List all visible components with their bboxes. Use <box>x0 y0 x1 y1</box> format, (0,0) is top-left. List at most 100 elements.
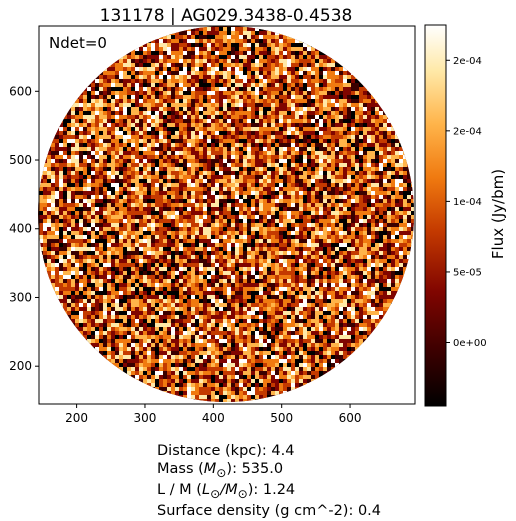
flux-pixel <box>271 207 275 211</box>
flux-pixel <box>391 195 395 199</box>
flux-pixel <box>119 267 123 271</box>
flux-pixel <box>243 119 247 123</box>
flux-pixel <box>367 195 371 199</box>
flux-pixel <box>55 179 59 183</box>
flux-pixel <box>215 163 219 167</box>
flux-pixel <box>303 255 307 259</box>
flux-pixel <box>103 115 107 119</box>
flux-pixel <box>287 123 291 127</box>
flux-pixel <box>163 247 167 251</box>
flux-pixel <box>59 159 63 163</box>
flux-pixel <box>187 219 191 223</box>
flux-pixel <box>179 139 183 143</box>
flux-pixel <box>199 71 203 75</box>
flux-pixel <box>67 243 71 247</box>
flux-pixel <box>263 155 267 159</box>
flux-pixel <box>83 239 87 243</box>
flux-pixel <box>123 119 127 123</box>
flux-pixel <box>175 167 179 171</box>
flux-pixel <box>151 71 155 75</box>
flux-pixel <box>243 267 247 271</box>
flux-pixel <box>275 159 279 163</box>
flux-pixel <box>283 139 287 143</box>
flux-pixel <box>235 223 239 227</box>
flux-pixel <box>367 191 371 195</box>
flux-pixel <box>159 231 163 235</box>
flux-pixel <box>123 207 127 211</box>
flux-pixel <box>271 195 275 199</box>
flux-pixel <box>323 211 327 215</box>
flux-pixel <box>207 179 211 183</box>
flux-pixel <box>143 147 147 151</box>
flux-pixel <box>131 211 135 215</box>
flux-pixel <box>111 123 115 127</box>
flux-pixel <box>151 39 155 43</box>
flux-pixel <box>55 223 59 227</box>
flux-pixel <box>67 171 71 175</box>
flux-pixel <box>275 199 279 203</box>
flux-pixel <box>283 71 287 75</box>
flux-pixel <box>151 75 155 79</box>
flux-pixel <box>211 143 215 147</box>
flux-pixel <box>259 243 263 247</box>
flux-pixel <box>235 215 239 219</box>
flux-pixel <box>383 223 387 227</box>
flux-pixel <box>95 203 99 207</box>
flux-pixel <box>243 111 247 115</box>
flux-pixel <box>383 195 387 199</box>
flux-pixel <box>235 31 239 35</box>
flux-pixel <box>47 223 51 227</box>
flux-pixel <box>327 143 331 147</box>
flux-pixel <box>211 175 215 179</box>
flux-pixel <box>259 87 263 91</box>
flux-pixel <box>267 207 271 211</box>
flux-pixel <box>187 47 191 51</box>
flux-pixel <box>303 207 307 211</box>
flux-pixel <box>215 175 219 179</box>
flux-pixel <box>215 127 219 131</box>
flux-pixel <box>187 167 191 171</box>
flux-pixel <box>155 195 159 199</box>
flux-pixel <box>235 219 239 223</box>
flux-pixel <box>207 87 211 91</box>
flux-pixel <box>195 115 199 119</box>
flux-pixel <box>315 239 319 243</box>
flux-pixel <box>179 135 183 139</box>
flux-pixel <box>283 199 287 203</box>
flux-pixel <box>123 171 127 175</box>
flux-pixel <box>335 67 339 71</box>
flux-pixel <box>287 239 291 243</box>
flux-pixel <box>51 231 55 235</box>
flux-pixel <box>207 195 211 199</box>
flux-pixel <box>335 267 339 271</box>
flux-pixel <box>211 191 215 195</box>
flux-pixel <box>339 243 343 247</box>
flux-pixel <box>83 235 87 239</box>
flux-pixel <box>295 47 299 51</box>
flux-pixel <box>171 207 175 211</box>
flux-pixel <box>383 119 387 123</box>
flux-pixel <box>295 43 299 47</box>
flux-pixel <box>359 263 363 267</box>
flux-pixel <box>55 175 59 179</box>
flux-pixel <box>235 263 239 267</box>
flux-pixel <box>311 175 315 179</box>
flux-pixel <box>343 251 347 255</box>
flux-pixel <box>219 123 223 127</box>
flux-pixel <box>119 135 123 139</box>
flux-pixel <box>79 195 83 199</box>
flux-pixel <box>107 215 111 219</box>
flux-pixel <box>127 227 131 231</box>
flux-pixel <box>231 55 235 59</box>
flux-pixel <box>311 75 315 79</box>
flux-pixel <box>319 195 323 199</box>
flux-pixel <box>203 59 207 63</box>
flux-pixel <box>351 215 355 219</box>
flux-pixel <box>279 211 283 215</box>
flux-pixel <box>195 219 199 223</box>
flux-pixel <box>119 235 123 239</box>
flux-pixel <box>135 263 139 267</box>
flux-pixel <box>343 179 347 183</box>
flux-pixel <box>263 215 267 219</box>
flux-pixel <box>391 199 395 203</box>
